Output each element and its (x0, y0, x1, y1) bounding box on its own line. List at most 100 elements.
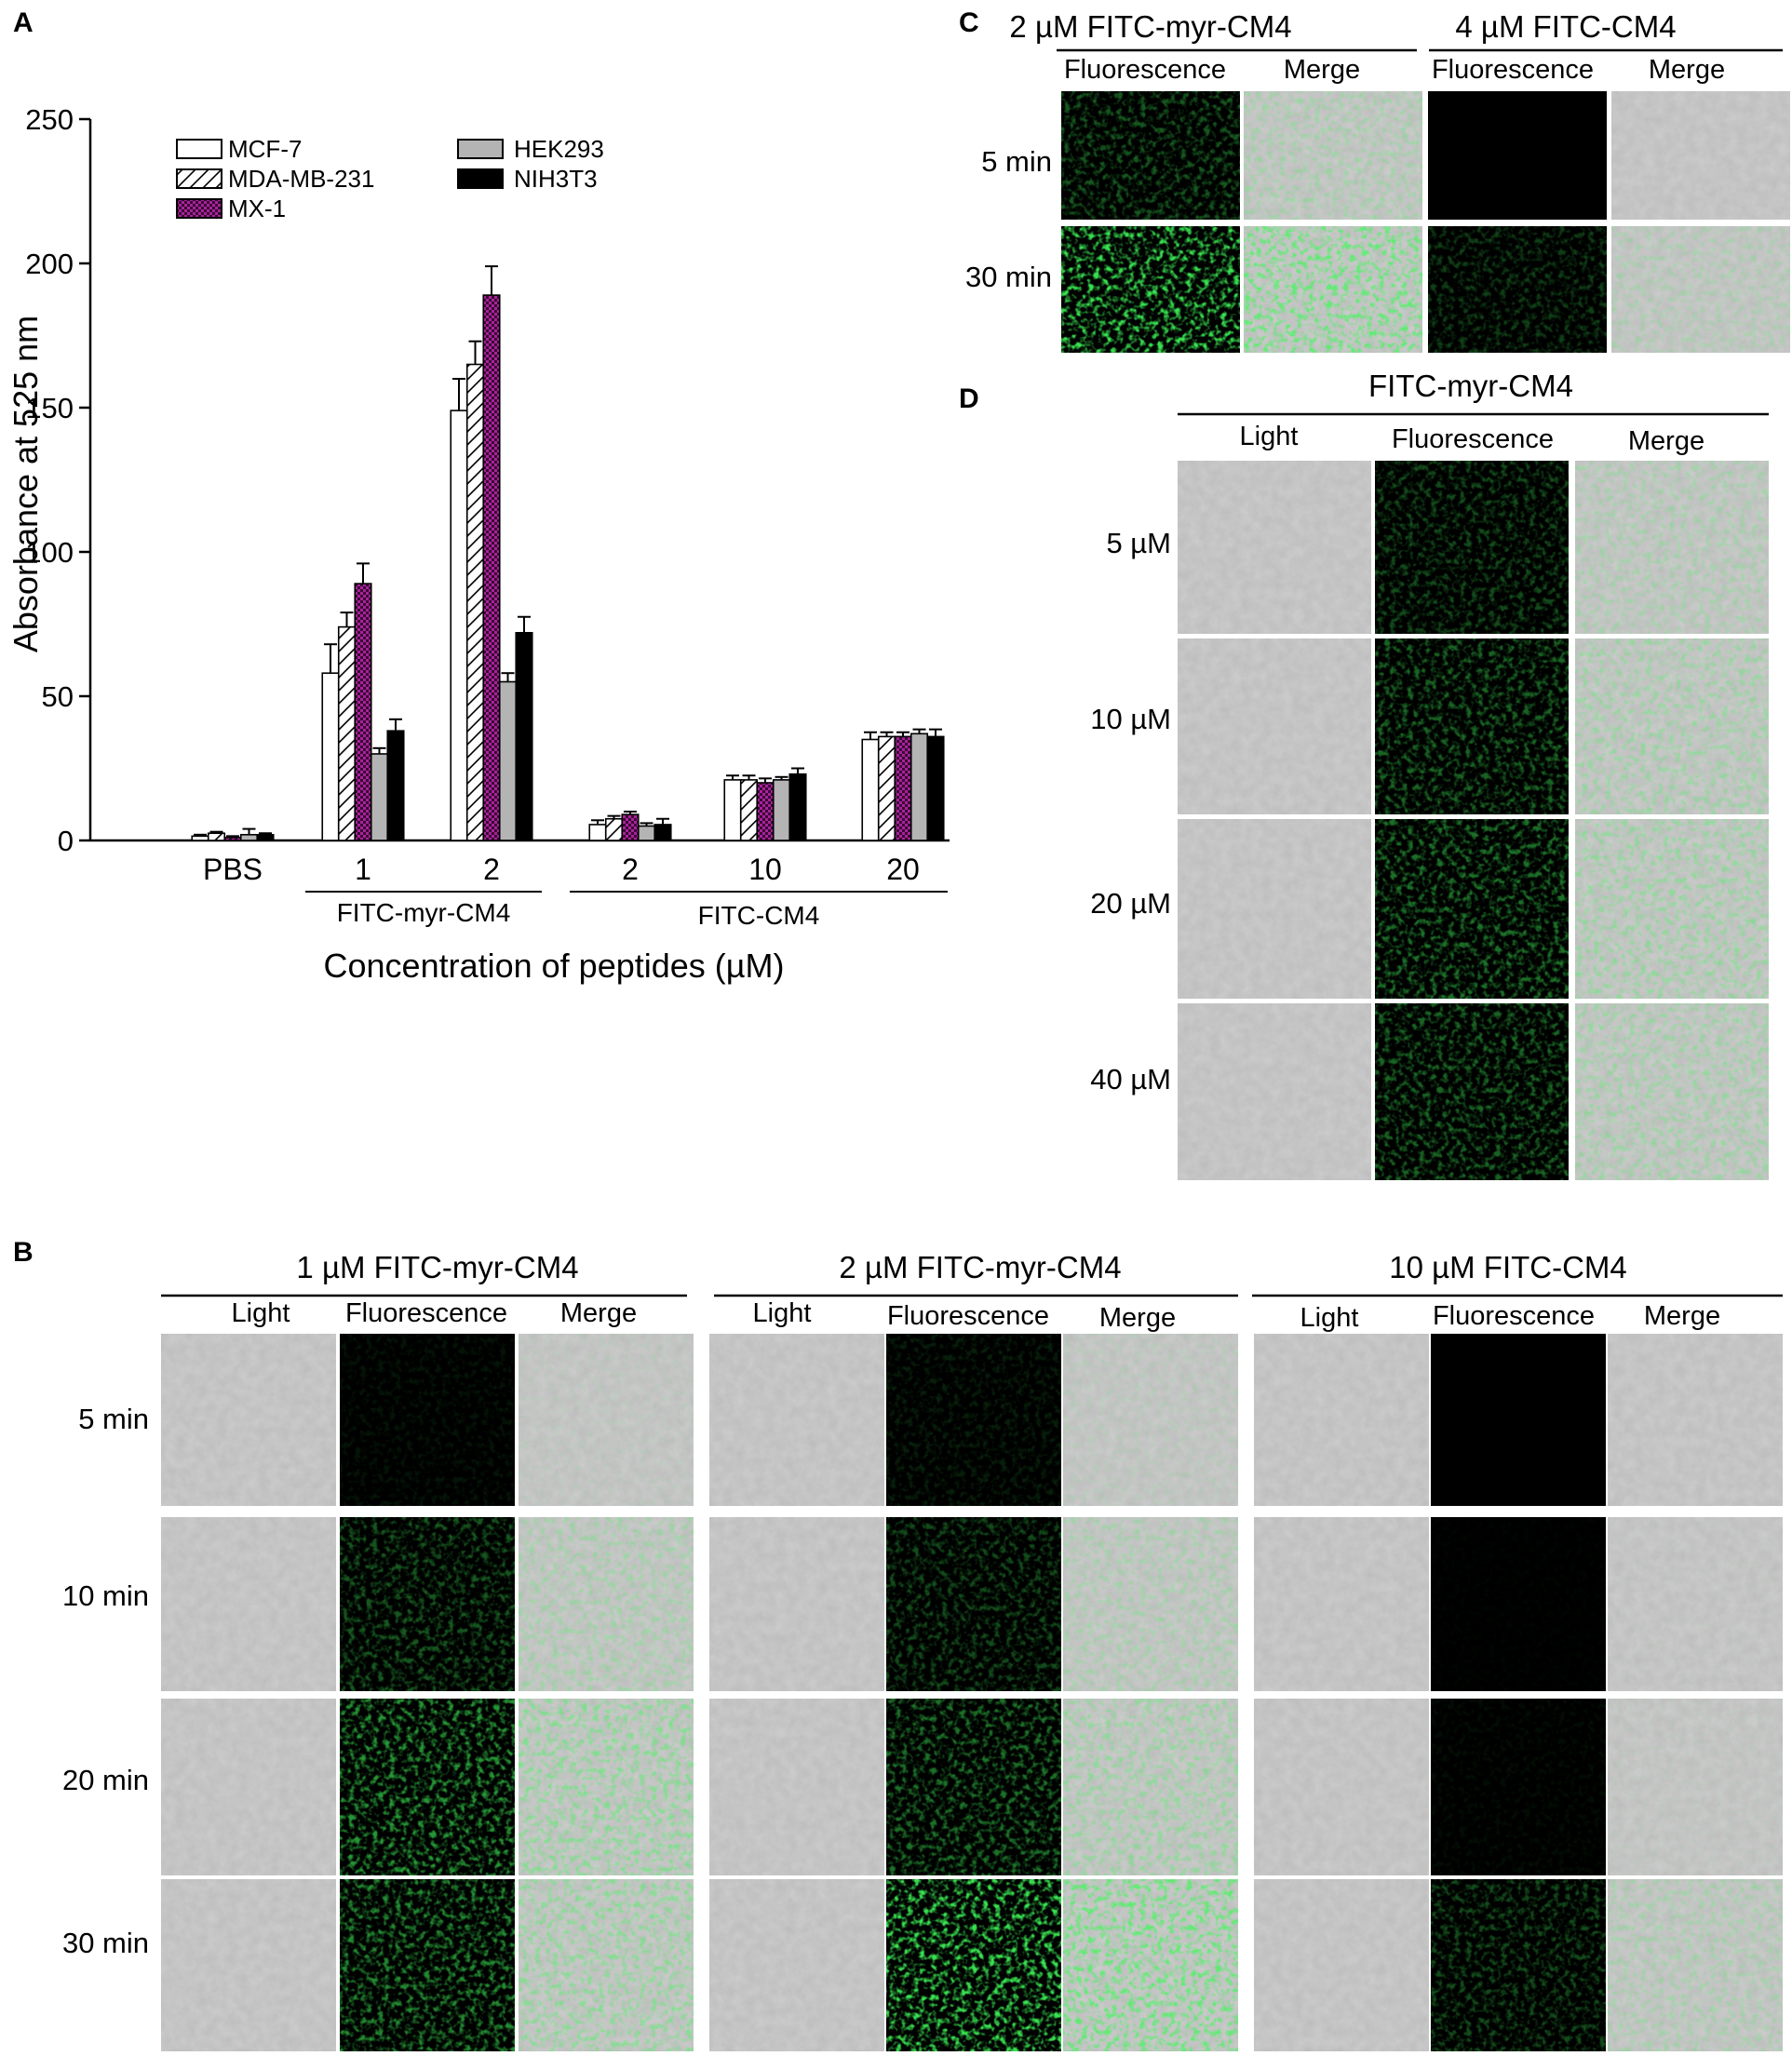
micrograph-fluorescence (340, 1517, 515, 1691)
bar-hek293 (637, 825, 656, 841)
legend-swatch-nih3t3 (457, 168, 504, 189)
panel-b-header-3: 10 µM FITC-CM4 (1389, 1250, 1627, 1284)
brightfield-texture (161, 1334, 336, 1506)
panel-b-subheader: Light (753, 1298, 812, 1328)
brightfield-texture (1178, 461, 1371, 634)
panel-c-row-label: 5 min (981, 145, 1052, 178)
micrograph-fluorescence (1061, 226, 1240, 353)
brightfield-texture (1254, 1879, 1429, 2051)
panel-c-header-cm4: 4 µM FITC-CM4 (1455, 9, 1676, 44)
bar-mx1 (621, 813, 640, 841)
panel-c: C 2 µM FITC-myr-CM4 4 µM FITC-CM4 Fluore… (959, 7, 1790, 353)
brightfield-texture (161, 1879, 336, 2051)
fluorescence-signal (340, 1699, 515, 1875)
y-tick-label: 200 (25, 248, 74, 280)
bar-hek293 (239, 833, 259, 841)
micrograph-merge (1611, 91, 1790, 220)
fluorescence-overlay (1063, 1879, 1238, 2051)
panel-d-subheader: Merge (1628, 426, 1704, 456)
panel-d-row-label: 20 µM (1090, 887, 1171, 920)
fluorescence-signal (340, 1517, 515, 1691)
micrograph-merge (1575, 461, 1769, 634)
bar-nih3t3 (788, 773, 807, 841)
fluorescence-overlay (1608, 1699, 1783, 1875)
panel-b-micrograph-grid (161, 1334, 1783, 2051)
micrograph-fluorescence (1375, 1003, 1569, 1180)
group-label-myr: FITC-myr-CM4 (337, 898, 511, 927)
panel-c-subheader: Merge (1649, 55, 1725, 85)
panel-c-subheader: Merge (1284, 55, 1360, 85)
panel-b-subheader: Fluorescence (345, 1298, 507, 1328)
brightfield-texture (1178, 819, 1371, 999)
panel-d-header: FITC-myr-CM4 (1368, 369, 1573, 403)
panel-label-a: A (13, 7, 34, 38)
bar-mdamb231 (207, 832, 226, 841)
micrograph-fluorescence (886, 1879, 1061, 2051)
bar-hek293 (772, 779, 791, 841)
brightfield-texture (709, 1517, 884, 1691)
panel-b-subheader: Light (232, 1298, 290, 1328)
fluorescence-signal (1431, 1699, 1606, 1875)
bar-mx1 (354, 583, 372, 841)
bar-hek293 (370, 753, 389, 841)
y-tick-label: 100 (25, 536, 74, 569)
bar-mx1 (756, 782, 775, 841)
micrograph-merge (1608, 1334, 1783, 1506)
x-tick-label: 1 (355, 853, 371, 886)
fluorescence-signal (1375, 819, 1569, 999)
micrograph-merge (1608, 1879, 1783, 2051)
fluorescence-overlay (1575, 819, 1769, 999)
panel-label-b: B (13, 1237, 34, 1268)
bar-mdamb231 (739, 779, 759, 841)
micrograph-merge (1608, 1517, 1783, 1691)
fluorescence-signal (886, 1334, 1061, 1506)
fluorescence-signal (1431, 1879, 1606, 2051)
fluorescence-signal (1061, 226, 1240, 353)
panel-b-row-label: 5 min (78, 1403, 149, 1435)
micrograph-light (1178, 819, 1371, 999)
panel-c-micrograph-grid (1061, 91, 1790, 353)
micrograph-merge (1575, 638, 1769, 814)
micrograph-merge (1063, 1699, 1238, 1875)
panel-b-row-label: 20 min (62, 1764, 149, 1796)
fluorescence-overlay (1244, 226, 1422, 353)
micrograph-merge (1244, 91, 1422, 220)
panel-c-row-label: 30 min (965, 261, 1052, 293)
brightfield-texture (161, 1699, 336, 1875)
micrograph-merge (1608, 1699, 1783, 1875)
micrograph-light (1178, 461, 1371, 634)
micrograph-background (1428, 91, 1607, 220)
legend-label-mx1: MX-1 (228, 195, 286, 222)
micrograph-fluorescence (1375, 638, 1569, 814)
micrograph-light (161, 1334, 336, 1506)
fluorescence-signal (1375, 1003, 1569, 1180)
micrograph-light (709, 1517, 884, 1691)
micrograph-merge (519, 1334, 694, 1506)
micrograph-merge (1063, 1517, 1238, 1691)
brightfield-texture (1254, 1334, 1429, 1506)
y-tick-label: 50 (42, 680, 74, 713)
fluorescence-signal (340, 1334, 515, 1506)
bar-nih3t3 (653, 824, 672, 841)
micrograph-light (161, 1517, 336, 1691)
micrograph-merge (519, 1699, 694, 1875)
micrograph-fluorescence (1431, 1699, 1606, 1875)
panel-b-subheader: Fluorescence (1433, 1301, 1595, 1331)
panel-b-subheader: Merge (560, 1298, 637, 1328)
panel-b-subheader: Merge (1644, 1301, 1720, 1331)
y-tick-label: 150 (25, 392, 74, 424)
brightfield-texture (1608, 1334, 1783, 1506)
micrograph-background (1431, 1334, 1606, 1506)
y-ticks: 0 50 100 150 200 250 (25, 103, 90, 857)
micrograph-merge (1611, 226, 1790, 353)
legend-label-hek293: HEK293 (514, 135, 604, 163)
micrograph-light (1254, 1699, 1429, 1875)
legend-swatch-mdamb231 (176, 168, 222, 189)
x-axis-label: Concentration of peptides (µM) (324, 947, 785, 985)
bar-mdamb231 (465, 363, 485, 841)
bar-mcf7 (588, 824, 607, 841)
bar-mcf7 (321, 672, 340, 841)
fluorescence-overlay (1608, 1879, 1783, 2051)
panel-b-subheader: Fluorescence (887, 1301, 1049, 1331)
bar-hek293 (909, 732, 929, 841)
